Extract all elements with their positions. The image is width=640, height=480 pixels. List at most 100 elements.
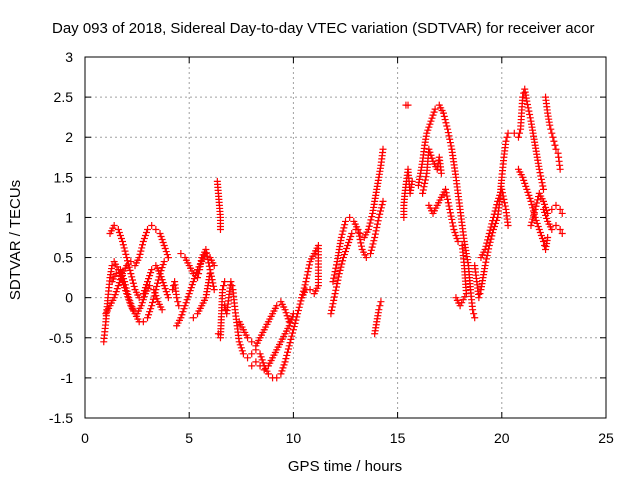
plot-frame	[84, 56, 607, 419]
data-point	[534, 222, 542, 230]
data-point	[376, 302, 384, 310]
series-track-23	[471, 129, 512, 302]
data-point	[136, 250, 144, 258]
data-point	[120, 275, 128, 283]
data-point	[533, 199, 541, 207]
data-point	[153, 295, 161, 303]
data-point	[502, 137, 510, 145]
data-point	[421, 176, 429, 184]
data-point	[144, 225, 152, 233]
data-point	[329, 278, 337, 286]
data-point	[546, 121, 554, 129]
data-point	[310, 290, 318, 298]
data-point	[110, 221, 118, 229]
data-point	[523, 97, 531, 105]
data-point	[444, 199, 452, 207]
data-point	[362, 254, 370, 262]
data-point	[377, 207, 385, 215]
data-point	[183, 296, 191, 304]
data-point	[210, 262, 218, 270]
data-point	[420, 183, 428, 191]
data-point	[551, 141, 559, 149]
y-tick-label: -1	[61, 370, 74, 386]
data-point	[294, 307, 302, 315]
series-track-28	[542, 93, 564, 173]
data-point	[483, 252, 491, 260]
data-point	[139, 318, 147, 326]
data-point	[556, 225, 564, 233]
series-track-6	[177, 246, 218, 294]
data-point	[369, 240, 377, 248]
data-point	[116, 231, 124, 239]
data-point	[158, 276, 166, 284]
series-track-8	[189, 270, 214, 322]
x-tick-label: 20	[494, 430, 510, 446]
series-track-29	[539, 205, 566, 237]
data-point	[499, 192, 507, 200]
data-point	[558, 229, 566, 237]
data-point	[489, 217, 497, 225]
data-point	[476, 290, 484, 298]
data-point	[429, 111, 437, 119]
series-track-4	[108, 266, 166, 318]
data-point	[301, 281, 309, 289]
data-point	[519, 173, 527, 181]
data-point	[177, 314, 185, 322]
data-point	[329, 300, 337, 308]
data-point	[484, 236, 492, 244]
data-point	[122, 250, 130, 258]
data-point	[114, 282, 122, 290]
data-point	[442, 119, 450, 127]
data-point	[129, 276, 137, 284]
data-point	[148, 266, 156, 274]
data-point	[444, 125, 452, 133]
data-point	[527, 197, 535, 205]
data-point	[161, 245, 169, 253]
data-point	[121, 281, 129, 289]
data-point	[331, 290, 339, 298]
data-point	[354, 225, 362, 233]
data-point	[332, 286, 340, 294]
data-point	[544, 234, 552, 241]
data-point	[536, 228, 544, 236]
data-point	[123, 254, 131, 262]
data-point	[539, 185, 547, 193]
data-point	[523, 185, 531, 193]
data-point	[526, 194, 534, 202]
data-point	[122, 284, 130, 292]
data-point	[120, 244, 128, 252]
data-point	[368, 213, 376, 221]
data-point	[164, 254, 172, 262]
data-point	[119, 272, 127, 280]
data-point	[257, 353, 265, 361]
data-point	[182, 299, 190, 307]
data-point	[149, 298, 157, 306]
data-point	[481, 262, 489, 270]
data-point	[112, 270, 120, 278]
data-point	[186, 287, 194, 295]
data-point	[303, 274, 311, 282]
data-point	[501, 202, 509, 210]
data-point	[379, 145, 387, 153]
data-point	[185, 290, 193, 298]
data-point	[530, 209, 538, 217]
data-point	[284, 345, 292, 353]
data-point	[422, 173, 430, 181]
y-tick-label: 1.5	[54, 169, 74, 185]
data-point	[237, 344, 245, 352]
data-point	[375, 306, 383, 314]
series-track-19	[400, 165, 416, 221]
data-point	[205, 262, 213, 270]
data-point	[447, 142, 455, 150]
data-point	[332, 261, 340, 269]
data-point	[470, 310, 478, 318]
data-point	[489, 213, 497, 221]
data-point	[190, 275, 198, 283]
series-track-9	[213, 177, 224, 233]
data-point	[179, 308, 187, 316]
data-point	[141, 231, 149, 239]
data-point	[137, 247, 145, 255]
data-point	[444, 129, 452, 137]
data-point	[203, 249, 211, 257]
data-point	[539, 197, 547, 205]
